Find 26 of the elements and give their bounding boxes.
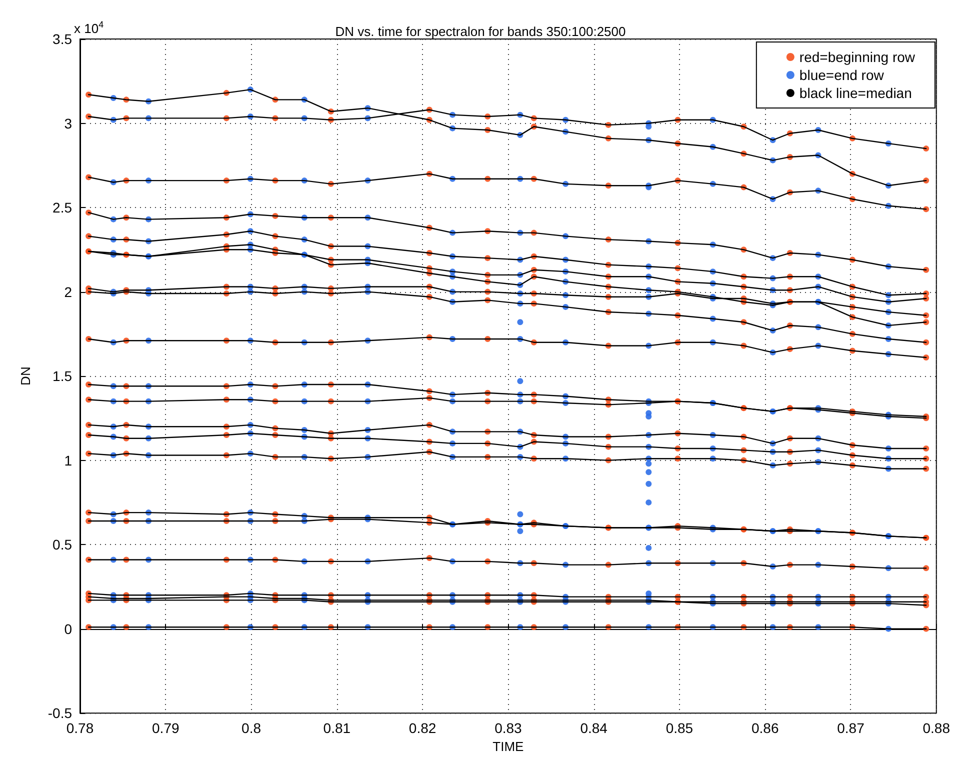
x-tick-label: 0.88 <box>922 720 950 736</box>
y-tick-label: 2 <box>64 284 72 300</box>
y-tick-label: 1.5 <box>52 368 72 384</box>
x-tick-label: 0.85 <box>666 720 694 736</box>
x-tick-label: 0.79 <box>152 720 180 736</box>
chart-title: DN vs. time for spectralon for bands 350:100:2500 <box>335 24 626 39</box>
y-tick-label: 3.5 <box>52 31 72 47</box>
x-tick-label: 0.84 <box>580 720 608 736</box>
y-tick-label: 0 <box>64 620 72 637</box>
y-tick-label: 2.5 <box>52 200 72 216</box>
legend-label: red=beginning row <box>799 49 916 65</box>
y-tick-label: -0.5 <box>48 705 72 722</box>
x-tick-label: 0.8 <box>242 720 262 736</box>
legend-label: blue=end row <box>799 67 885 83</box>
x-tick-label: 0.82 <box>408 720 436 736</box>
x-tick-label: 0.83 <box>494 720 522 736</box>
y-tick-label: 1 <box>64 452 72 468</box>
y-tick-label: 3 <box>64 115 72 132</box>
x-tick-label: 0.86 <box>751 720 779 736</box>
x-axis-title: TIME <box>492 739 524 754</box>
x-tick-label: 0.78 <box>66 720 94 736</box>
legend-label: black line=median <box>799 85 912 101</box>
y-tick-label: 0.5 <box>52 536 72 553</box>
x-tick-label: 0.87 <box>837 720 865 736</box>
y-axis-title: DN <box>18 366 33 386</box>
x-tick-label: 0.81 <box>323 720 351 736</box>
